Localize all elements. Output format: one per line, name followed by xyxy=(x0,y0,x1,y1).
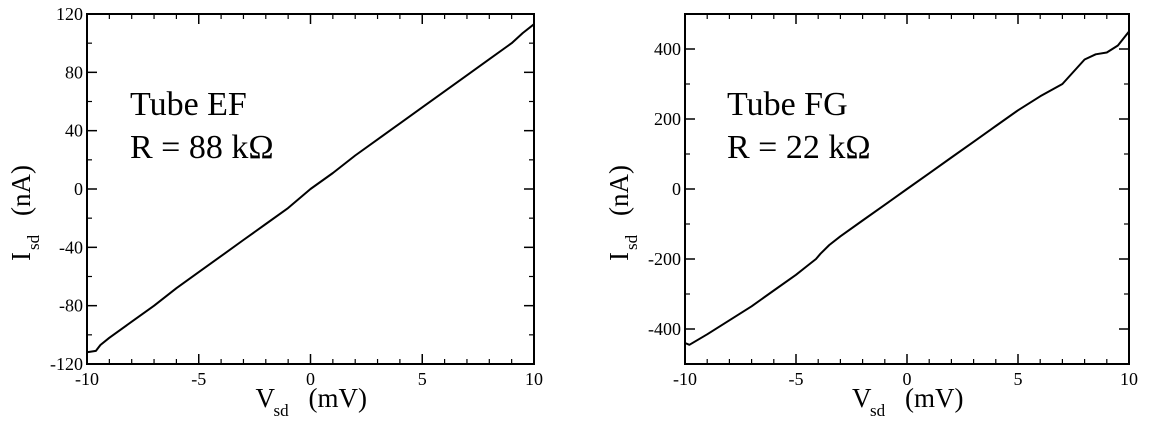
y-axis-title: I sd (nA) xyxy=(604,165,641,261)
y-axis-label-subscript: sd xyxy=(622,234,641,250)
series-line xyxy=(684,30,1130,346)
x-axis-label-main: V xyxy=(852,383,872,413)
x-axis-label-unit: (mV) xyxy=(309,383,367,413)
y-tick-label: 0 xyxy=(672,179,681,199)
x-tick-label: -5 xyxy=(191,369,206,389)
y-axis-label-unit: (nA) xyxy=(6,165,36,216)
tick-marks xyxy=(86,13,535,365)
y-tick-label: 40 xyxy=(65,121,83,141)
x-axis-label-main: V xyxy=(256,383,276,413)
y-tick-labels: -120 -80 -40 0 40 80 120 xyxy=(50,4,83,374)
y-tick-label: 400 xyxy=(654,39,681,59)
x-tick-label: 5 xyxy=(418,369,427,389)
x-axis-label-subscript: sd xyxy=(274,401,290,420)
annotation-tube-name: Tube EF xyxy=(130,86,247,123)
y-tick-label: -400 xyxy=(648,319,681,339)
x-tick-label: 0 xyxy=(903,369,912,389)
data-series xyxy=(86,23,535,354)
data-series xyxy=(684,30,1130,346)
y-tick-label: -120 xyxy=(50,354,83,374)
x-axis-title: V sd (mV) xyxy=(256,383,367,420)
annotation-resistance: R = 88 kΩ xyxy=(130,129,274,166)
x-tick-label: -10 xyxy=(673,369,697,389)
series-line xyxy=(86,23,535,354)
x-tick-labels: -10 -5 0 5 10 xyxy=(75,369,543,389)
y-axis-label-subscript: sd xyxy=(24,234,43,250)
y-tick-label: -40 xyxy=(59,237,83,257)
y-tick-label: 80 xyxy=(65,62,83,82)
y-axis-label-main: I xyxy=(6,252,36,261)
x-tick-label: -10 xyxy=(75,369,99,389)
y-tick-label: -200 xyxy=(648,249,681,269)
tick-marks xyxy=(684,14,1130,364)
x-tick-label: 10 xyxy=(525,369,543,389)
chart-panel-left: -10 -5 0 5 10 -120 -80 -40 0 40 80 120 V sd (mV) I… xyxy=(6,4,543,420)
y-axis-label-main: I xyxy=(604,252,634,261)
chart-panel-right: -10 -5 0 5 10 -400 -200 0 200 400 V sd (mV) I sd… xyxy=(604,13,1138,420)
x-tick-label: 5 xyxy=(1014,369,1023,389)
y-tick-label: 0 xyxy=(74,179,83,199)
x-axis-label-unit: (mV) xyxy=(905,383,963,413)
x-axis-title: V sd (mV) xyxy=(852,383,963,420)
x-axis-label-subscript: sd xyxy=(870,401,886,420)
x-tick-label: 0 xyxy=(306,369,315,389)
y-tick-label: 120 xyxy=(56,4,83,24)
y-tick-label: -80 xyxy=(59,296,83,316)
y-tick-labels: -400 -200 0 200 400 xyxy=(648,39,681,339)
annotation-resistance: R = 22 kΩ xyxy=(727,129,871,166)
y-axis-label-unit: (nA) xyxy=(604,165,634,216)
x-tick-label: -5 xyxy=(789,369,804,389)
x-tick-labels: -10 -5 0 5 10 xyxy=(673,369,1138,389)
annotation-tube-name: Tube FG xyxy=(727,86,848,123)
y-tick-label: 200 xyxy=(654,109,681,129)
y-axis-title: I sd (nA) xyxy=(6,165,43,261)
x-tick-label: 10 xyxy=(1120,369,1138,389)
